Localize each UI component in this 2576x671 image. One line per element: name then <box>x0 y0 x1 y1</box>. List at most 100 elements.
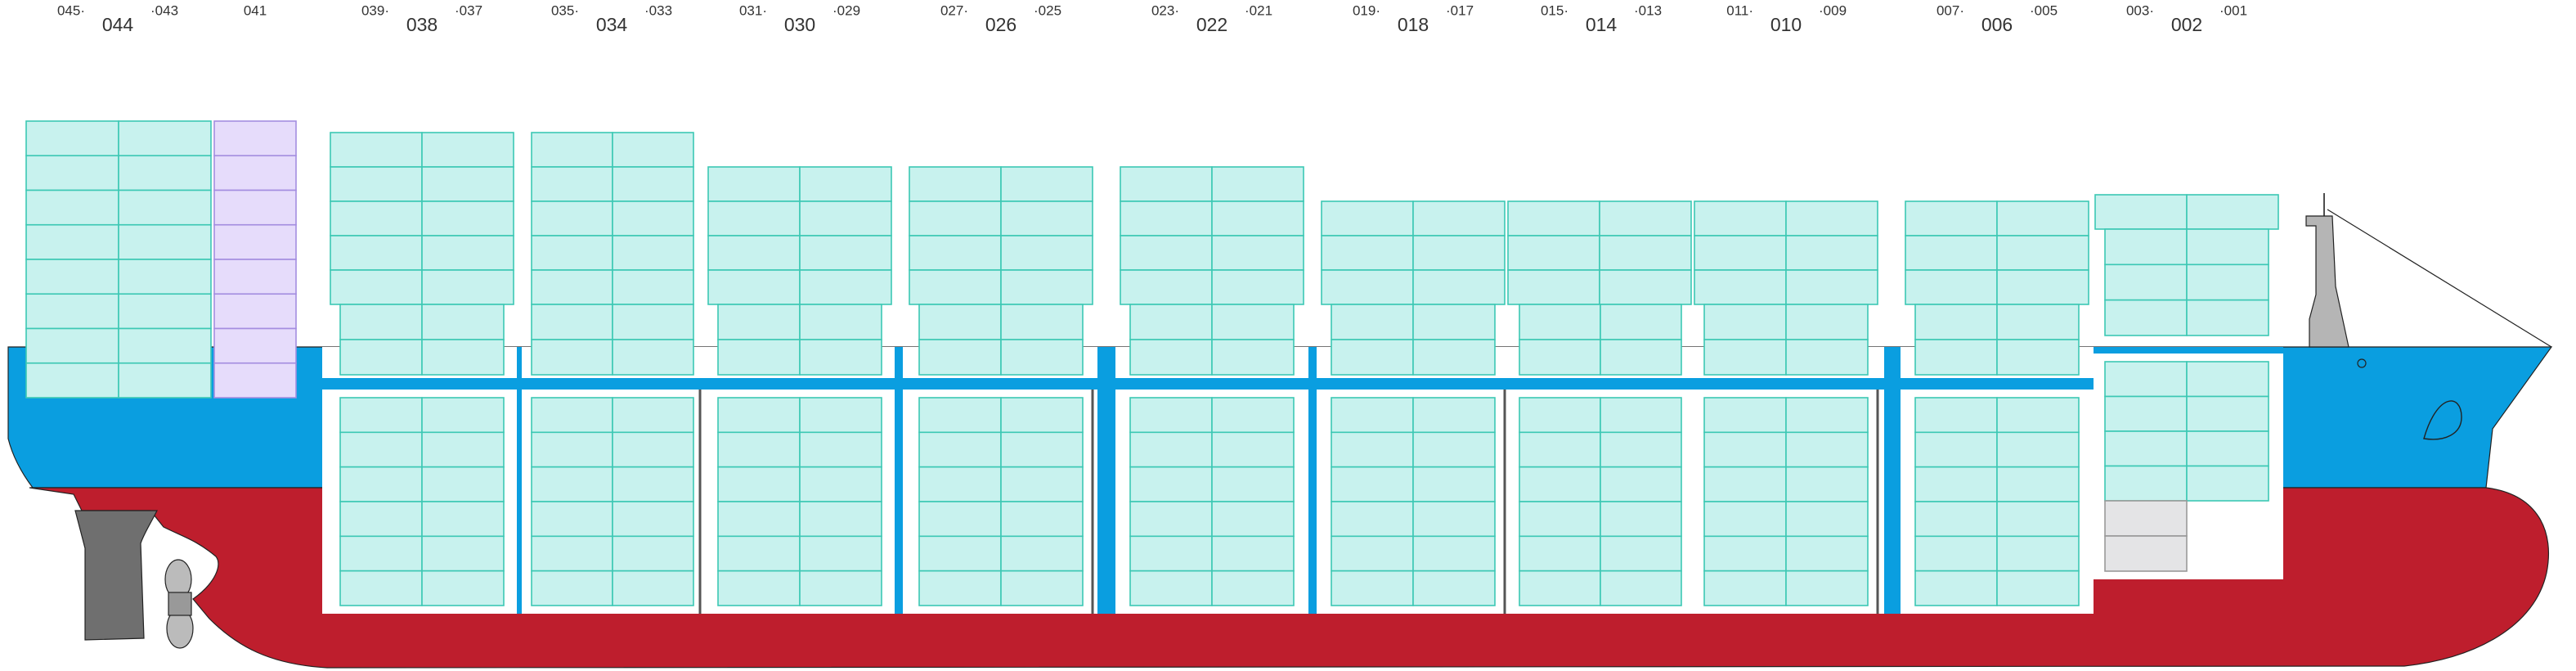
hatch-post <box>1884 347 1901 614</box>
container-slot <box>1996 200 2089 236</box>
container-slot <box>612 269 694 305</box>
container-slot <box>2104 361 2188 398</box>
container-slot <box>2104 299 2188 336</box>
container-slot <box>918 339 1002 376</box>
container-slot <box>330 132 423 168</box>
container-slot <box>1211 431 1295 468</box>
container-slot <box>1703 466 1787 502</box>
container-slot <box>1000 431 1084 468</box>
container-slot <box>2186 395 2269 432</box>
container-slot <box>1599 200 1692 236</box>
bay-right-label: ·033 <box>644 2 672 18</box>
container-slot <box>1331 304 1414 340</box>
container-slot <box>330 269 423 305</box>
container-slot <box>421 501 505 538</box>
container-slot <box>799 235 892 271</box>
bay-label: 038 <box>406 14 438 35</box>
bay-right-label: ·021 <box>1245 2 1272 18</box>
container-slot <box>799 535 882 572</box>
container-slot <box>531 535 613 572</box>
container-slot <box>717 535 801 572</box>
container-slot <box>1996 235 2089 271</box>
container-slot <box>25 259 119 295</box>
bay-label: 006 <box>1981 14 2013 35</box>
container-slot <box>118 155 212 191</box>
container-slot <box>1914 501 1998 538</box>
container-slot <box>421 304 505 340</box>
container-slot <box>1211 535 1295 572</box>
container-slot <box>1129 501 1213 538</box>
container-slot <box>1412 466 1496 502</box>
container-slot <box>1321 269 1414 305</box>
container-slot <box>1211 570 1295 606</box>
container-slot <box>1905 235 1998 271</box>
container-slot <box>339 339 423 376</box>
container-slot <box>421 570 505 606</box>
container-slot <box>799 304 882 340</box>
container-slot <box>1519 339 1601 376</box>
container-slot <box>2104 500 2188 537</box>
container-slot <box>799 570 882 606</box>
container-slot <box>1412 200 1506 236</box>
container-slot <box>1412 397 1496 434</box>
container-slot <box>1519 304 1601 340</box>
container-slot <box>612 235 694 271</box>
container-slot <box>1129 304 1213 340</box>
container-slot <box>1600 535 1682 572</box>
container-slot <box>918 397 1002 434</box>
container-slot <box>2186 299 2269 336</box>
container-slot <box>918 501 1002 538</box>
container-slot <box>339 570 423 606</box>
container-slot <box>330 235 423 271</box>
bay-right-label: ·009 <box>1819 2 1847 18</box>
hatch-post <box>517 347 522 614</box>
container-slot <box>1211 304 1295 340</box>
container-slot <box>918 535 1002 572</box>
container-slot <box>2186 194 2279 230</box>
bay-label: 002 <box>2171 14 2202 35</box>
container-slot <box>909 166 1002 202</box>
container-slot <box>918 431 1002 468</box>
container-slot <box>1703 535 1787 572</box>
container-slot <box>1211 501 1295 538</box>
container-slot <box>918 304 1002 340</box>
container-slot <box>1331 339 1414 376</box>
container-slot <box>1914 339 1998 376</box>
container-slot <box>213 259 297 295</box>
container-slot <box>339 431 423 468</box>
container-slot <box>2104 465 2188 502</box>
bay-left-label: 007· <box>1936 2 1964 18</box>
deck-edge <box>2094 347 2283 354</box>
container-slot <box>612 132 694 168</box>
container-slot <box>1785 501 1869 538</box>
container-slot <box>1412 570 1496 606</box>
container-slot <box>1000 339 1084 376</box>
container-slot <box>421 466 505 502</box>
container-slot <box>1331 397 1414 434</box>
container-slot <box>1600 397 1682 434</box>
bay-left-label: 039· <box>361 2 389 18</box>
container-slot <box>1507 200 1600 236</box>
container-slot <box>118 259 212 295</box>
container-slot <box>1331 535 1414 572</box>
container-slot <box>1703 339 1787 376</box>
container-slot <box>1914 431 1998 468</box>
bay-left-label: 023· <box>1151 2 1179 18</box>
container-slot <box>1703 501 1787 538</box>
container-slot <box>1129 339 1213 376</box>
container-slot <box>531 166 613 202</box>
container-slot <box>421 431 505 468</box>
container-slot <box>213 327 297 364</box>
container-slot <box>1000 501 1084 538</box>
container-slot <box>1331 570 1414 606</box>
container-slot <box>717 397 801 434</box>
container-slot <box>1785 304 1869 340</box>
bay-right-label: ·001 <box>2219 2 2247 18</box>
container-slot <box>707 235 801 271</box>
container-slot <box>717 431 801 468</box>
container-slot <box>25 120 119 157</box>
container-slot <box>1785 200 1878 236</box>
container-slot <box>1120 269 1213 305</box>
bay-label: 010 <box>1770 14 1802 35</box>
